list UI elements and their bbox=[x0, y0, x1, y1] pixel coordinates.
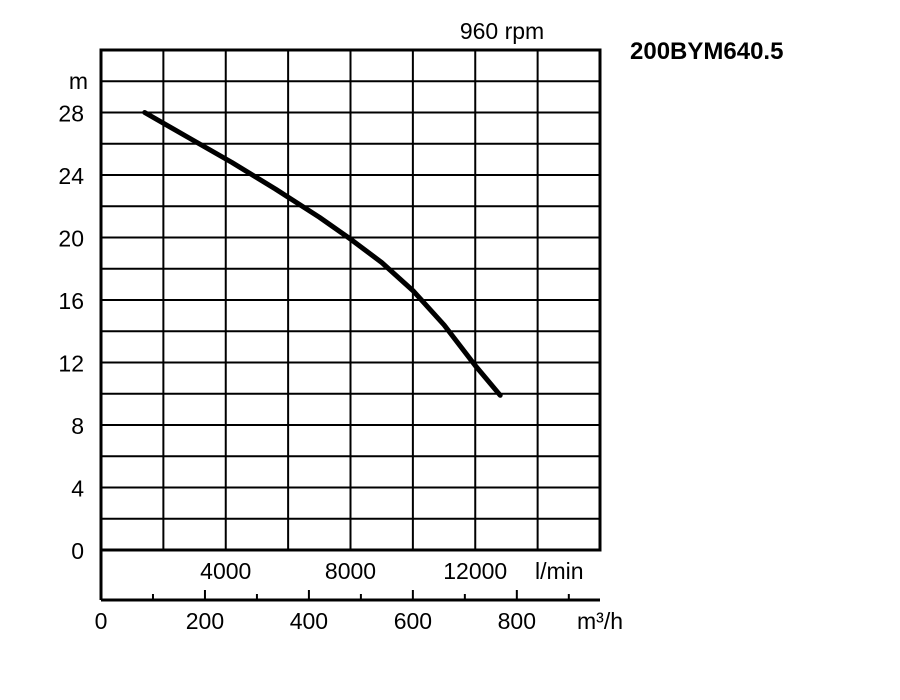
y-tick-labels: 0 4 8 12 16 20 24 28 bbox=[58, 101, 84, 565]
x-tick-label-primary: 4000 bbox=[200, 558, 251, 584]
chart-subtitle: 960 rpm bbox=[460, 18, 544, 44]
x-tick-labels-secondary: 0 200 400 600 800 bbox=[95, 608, 536, 634]
x-tick-label-secondary: 0 bbox=[95, 608, 108, 634]
x-tick-label-primary: 12000 bbox=[443, 558, 507, 584]
y-tick-label: 20 bbox=[58, 226, 84, 252]
secondary-x-ticks bbox=[151, 590, 570, 600]
x-tick-labels-primary: 4000 8000 12000 bbox=[200, 558, 507, 584]
y-tick-label: 12 bbox=[58, 351, 84, 377]
series-line bbox=[142, 110, 503, 398]
y-tick-label: 16 bbox=[58, 288, 84, 314]
chart-title: 200BYM640.5 bbox=[630, 38, 783, 65]
y-tick-label: 4 bbox=[71, 476, 84, 502]
y-tick-label: 24 bbox=[58, 163, 84, 189]
y-tick-label: 28 bbox=[58, 101, 84, 127]
y-axis-label: m bbox=[69, 68, 88, 94]
x-tick-label-primary: 8000 bbox=[325, 558, 376, 584]
x-tick-label-secondary: 400 bbox=[290, 608, 328, 634]
y-tick-label: 0 bbox=[71, 538, 84, 564]
x-tick-label-secondary: 600 bbox=[394, 608, 432, 634]
grid bbox=[100, 49, 601, 551]
x-tick-label-secondary: 800 bbox=[498, 608, 536, 634]
x-axis-label-primary: l/min bbox=[535, 558, 584, 584]
x-tick-label-secondary: 200 bbox=[186, 608, 224, 634]
y-tick-label: 8 bbox=[71, 413, 84, 439]
x-axis-label-secondary: m³/h bbox=[577, 608, 623, 634]
